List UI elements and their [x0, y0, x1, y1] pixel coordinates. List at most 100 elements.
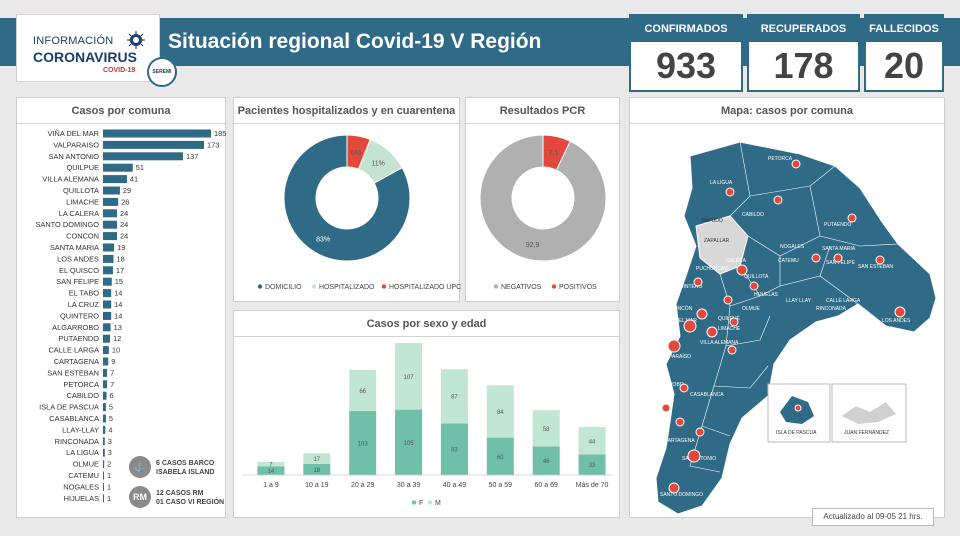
kpi-recuperados: RECUPERADOS 178	[747, 14, 860, 92]
slice-label: 92,9	[526, 242, 540, 249]
category-label: ISLA DE PASCUA	[39, 403, 99, 412]
hosp-panel: Pacientes hospitalizados y en cuarentena…	[233, 97, 461, 302]
kpi-confirmados: CONFIRMADOS 933	[629, 14, 743, 92]
data-label: 15	[115, 277, 123, 286]
x-tick-label: 40 a 49	[443, 482, 466, 489]
data-label: 87	[451, 395, 458, 401]
bar	[103, 186, 120, 195]
slice	[283, 134, 411, 262]
data-label: 18	[117, 254, 125, 263]
fernandez-island	[842, 402, 896, 424]
kpi-label: CONFIRMADOS	[631, 16, 741, 42]
bar-segment	[486, 385, 514, 438]
slice-label: 83%	[316, 236, 330, 243]
data-label: 17	[313, 457, 320, 463]
category-label: CATEMU	[68, 471, 99, 480]
note-line: 01 CASO VI REGIÓN	[156, 499, 225, 506]
data-label: 6	[110, 391, 114, 400]
comuna-panel: Casos por comuna VIÑA DEL MAR 185 VALPARAI…	[16, 97, 226, 518]
data-label: 60	[497, 455, 504, 461]
sexo-panel: Casos por sexo y edad 14 7 1 a 9 18 17 10 a 1…	[233, 310, 620, 518]
category-label: HIJUELAS	[64, 494, 99, 503]
bar	[103, 460, 105, 469]
category-label: CALLE LARGA	[48, 346, 99, 355]
bar-segment	[486, 437, 514, 475]
map-label: CARTAGENA	[664, 438, 695, 444]
data-label: 107	[404, 375, 415, 381]
bar-segment	[395, 343, 423, 410]
category-label: RINCONADA	[55, 437, 99, 446]
slice	[479, 134, 607, 262]
bar	[103, 494, 104, 503]
x-tick-label: 10 a 19	[305, 482, 328, 489]
note-line: 6 CASOS BARCO	[156, 460, 215, 467]
data-label: 5	[109, 403, 113, 412]
bar	[103, 334, 111, 343]
bar	[103, 300, 112, 309]
data-label: 83	[451, 448, 458, 454]
bar-segment	[349, 410, 377, 475]
map-label: CONCÓN	[670, 305, 693, 312]
data-label: 10	[112, 346, 120, 355]
map-label: EL TABO	[650, 418, 671, 424]
data-label: 103	[358, 441, 369, 447]
map-label: QUILPUÉ	[718, 315, 741, 322]
x-tick-label: 1 a 9	[263, 482, 279, 489]
bar	[103, 197, 119, 206]
category-label: CARTAGENA	[54, 357, 99, 366]
map-marker	[791, 159, 801, 169]
logo-sub: COVID-19	[103, 67, 136, 74]
kpi-label: FALLECIDOS	[866, 16, 942, 42]
fernandez-label: JUAN FERNÁNDEZ	[844, 429, 889, 436]
map-borders	[689, 141, 899, 473]
bar	[103, 175, 127, 184]
data-label: 19	[117, 243, 125, 252]
map-label: VALPARAÍSO	[660, 353, 691, 360]
data-label: 24	[120, 209, 128, 218]
map-label: NOGALES	[780, 244, 805, 250]
map-label: SAN ESTEBAN	[858, 264, 893, 270]
x-tick-label: 50 a 59	[489, 482, 512, 489]
pascua-marker	[794, 404, 802, 412]
bar-segment	[532, 446, 560, 475]
legend-label: POSITIVOS	[559, 284, 597, 291]
map-label: SAN FELIPE	[826, 260, 856, 266]
legend-swatch	[551, 284, 557, 289]
category-label: LA CALERA	[59, 209, 99, 218]
bar	[103, 448, 105, 457]
slice	[346, 134, 371, 170]
data-label: 33	[589, 463, 596, 469]
kpi-value: 178	[773, 45, 834, 86]
bar	[103, 129, 211, 138]
map-label: PETORCA	[768, 156, 793, 162]
bar-segment	[440, 423, 468, 475]
slice	[542, 134, 571, 171]
legend-label: M	[435, 500, 441, 507]
kpi-value: 933	[655, 45, 717, 86]
legend-swatch	[493, 284, 499, 289]
bar	[103, 140, 204, 149]
map-marker	[749, 281, 759, 291]
category-label: LIMACHE	[66, 197, 99, 206]
category-label: SANTA MARIA	[50, 243, 99, 252]
map-marker	[833, 253, 843, 263]
map-label: ZAPALLAR	[704, 238, 730, 244]
map-marker	[706, 326, 718, 338]
category-label: PETORCA	[63, 380, 99, 389]
category-label: VIÑA DEL MAR	[48, 129, 99, 138]
bar-segment	[578, 427, 606, 455]
bar-segment	[349, 369, 377, 411]
ship-icon: ⚓	[129, 456, 151, 478]
panel-title: Mapa: casos por comuna	[630, 98, 944, 124]
category-label: LA CRUZ	[68, 300, 100, 309]
category-label: LLAY-LLAY	[62, 425, 99, 434]
category-label: EL QUISCO	[59, 266, 99, 275]
bar	[103, 232, 118, 241]
bar	[103, 289, 112, 298]
category-label: EL TABO	[69, 289, 100, 298]
data-label: 44	[589, 439, 596, 445]
legend-label: NEGATIVOS	[501, 284, 542, 291]
category-label: ALGARROBO	[52, 323, 99, 332]
data-label: 14	[114, 289, 122, 298]
